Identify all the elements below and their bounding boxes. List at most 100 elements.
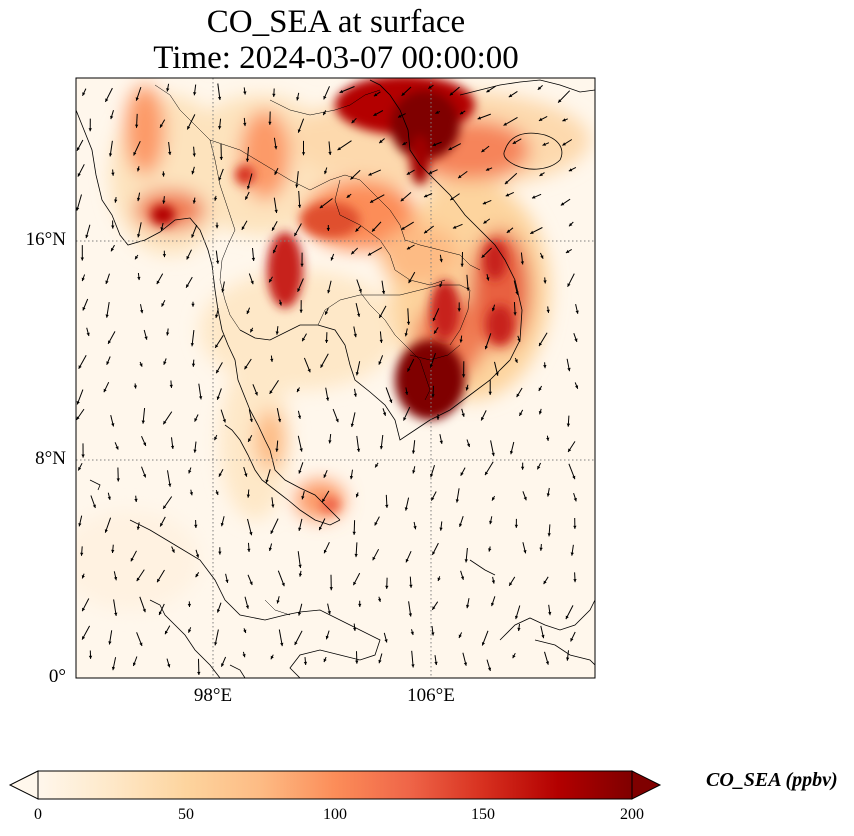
wind-arrow-head — [372, 228, 376, 232]
wind-arrow-head — [111, 549, 115, 553]
wind-arrow-head — [82, 307, 86, 311]
wind-arrow-head — [161, 303, 165, 307]
wind-arrow-head — [460, 263, 464, 267]
wind-arrow-head — [323, 474, 327, 478]
wind-vector-field — [76, 83, 579, 676]
wind-arrow-head — [537, 465, 541, 470]
wind-arrow-head — [160, 523, 164, 527]
concentration-hotspots — [151, 78, 514, 513]
wind-arrow-head — [432, 317, 436, 322]
wind-arrow-head — [193, 92, 197, 96]
wind-arrow-head — [323, 549, 327, 554]
wind-arrow-head — [411, 664, 415, 668]
wind-arrow-head — [463, 662, 468, 666]
wind-arrow-head — [77, 173, 81, 177]
colorbar-tick-50: 50 — [178, 806, 194, 823]
wind-arrow-head — [562, 142, 566, 146]
wind-arrow-head — [375, 464, 379, 468]
wind-arrow-head — [274, 209, 278, 213]
wind-arrow-head — [353, 333, 357, 338]
wind-arrow-head — [246, 494, 250, 498]
wind-arrow-head — [570, 638, 574, 642]
wind-arrow-head — [337, 147, 341, 151]
wind-arrow-head — [503, 122, 507, 126]
wind-arrow-head — [546, 493, 550, 497]
wind-arrow-head — [194, 524, 198, 528]
wind-arrow-head — [273, 249, 277, 254]
wind-arrow-head — [251, 257, 256, 261]
wind-arrow-head — [161, 173, 166, 177]
wind-arrow-head — [142, 608, 146, 613]
wind-arrow-head — [82, 636, 86, 640]
wind-arrow-head — [458, 174, 462, 179]
wind-arrow-head — [245, 605, 249, 609]
wind-arrow-head — [191, 170, 195, 175]
wind-arrow-head — [78, 365, 82, 369]
wind-arrow-head — [378, 659, 382, 664]
wind-arrow-head — [566, 657, 570, 661]
wind-arrow-head — [461, 374, 466, 378]
wind-arrow-head — [265, 479, 269, 483]
wind-arrow-head — [538, 387, 542, 391]
wind-arrow-head — [432, 551, 436, 555]
wind-arrow-head — [459, 339, 463, 343]
wind-arrow-head — [540, 255, 544, 259]
wind-arrow-head — [270, 530, 274, 534]
wind-arrow-head — [323, 111, 327, 116]
wind-arrow-head — [81, 454, 85, 458]
wind-arrow-head — [249, 531, 253, 536]
wind-arrow-head — [538, 117, 543, 121]
wind-arrow-head — [543, 365, 547, 369]
wind-arrow-head — [111, 172, 115, 176]
wind-arrow-head — [565, 249, 570, 253]
wind-arrow-head — [243, 122, 247, 127]
wind-arrow-head — [378, 361, 382, 365]
wind-arrow-head — [328, 151, 332, 155]
wind-arrow-head — [246, 310, 250, 314]
wind-arrow-head — [214, 642, 218, 646]
wind-arrow-head — [114, 199, 118, 203]
wind-arrow-head — [135, 97, 139, 101]
wind-arrow-head — [358, 603, 362, 607]
wind-arrow-head — [351, 119, 355, 124]
wind-arrow-head — [460, 576, 465, 580]
wind-arrow-head — [166, 88, 170, 92]
wind-arrow-head — [215, 491, 219, 495]
wind-arrow-head — [216, 609, 221, 613]
wind-arrow-head — [301, 152, 306, 156]
wind-arrow-head — [431, 632, 435, 636]
wind-arrow-head — [406, 171, 411, 175]
wind-arrow-head — [481, 642, 485, 646]
wind-arrow-head — [327, 289, 331, 294]
wind-arrow-head — [542, 142, 546, 146]
coastlines — [76, 79, 595, 678]
wind-arrow-head — [188, 629, 192, 633]
wind-arrow-head — [301, 496, 305, 500]
wind-arrow-head — [512, 140, 517, 144]
wind-arrow-head — [545, 661, 549, 665]
wind-arrow-head — [452, 225, 457, 229]
wind-arrow-head — [134, 498, 138, 502]
wind-arrow-head — [568, 168, 573, 172]
wind-arrow-head — [274, 171, 278, 175]
wind-arrow-head — [197, 671, 201, 675]
wind-arrow-head — [242, 653, 246, 658]
wind-arrow-head — [215, 344, 219, 348]
wind-arrow-head — [508, 94, 513, 98]
wind-arrow-head — [139, 363, 143, 367]
wind-arrow-head — [329, 587, 333, 591]
wind-arrow-head — [379, 446, 384, 450]
wind-arrow-head — [268, 547, 272, 551]
wind-arrow-head — [489, 520, 493, 525]
wind-arrow-head — [569, 223, 573, 227]
wind-arrow-head — [523, 550, 527, 554]
wind-arrow-head — [192, 153, 196, 157]
wind-arrow-head — [132, 662, 136, 666]
wind-arrow-head — [274, 146, 278, 150]
wind-arrow-head — [353, 581, 357, 586]
wind-arrow-head — [270, 655, 274, 660]
wind-arrow-head — [136, 168, 141, 172]
wind-arrow-head — [199, 396, 203, 400]
colorbar-frame — [37, 770, 633, 800]
wind-arrow-head — [514, 359, 518, 363]
